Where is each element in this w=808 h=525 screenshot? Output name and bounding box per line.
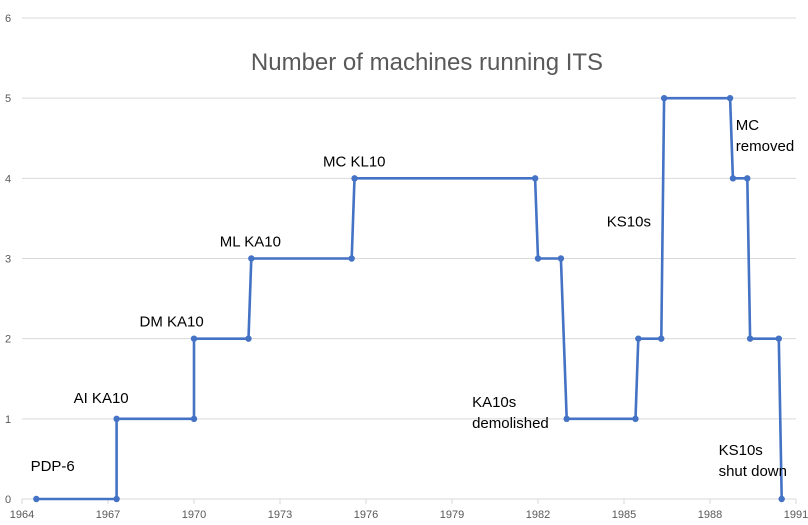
series-machines: [33, 94, 785, 503]
data-point: [632, 415, 639, 423]
y-tick-label: 4: [5, 173, 11, 185]
data-point: [190, 415, 198, 423]
data-point: [746, 335, 754, 342]
y-tick-label: 0: [5, 494, 11, 506]
x-tick-label: 1967: [96, 509, 120, 521]
y-axis: 0 1 2 3 4 5 6: [5, 13, 11, 506]
x-tick-label: 1964: [10, 509, 34, 521]
x-tick-label: 1979: [440, 509, 464, 521]
annotation-label: removed: [736, 138, 794, 155]
data-point: [729, 175, 737, 182]
data-point: [726, 94, 734, 102]
annotation-label: MC: [736, 117, 759, 134]
annotations: PDP-6 AI KA10 DM KA10 ML KA10 MC KL10 KA10s de…: [31, 117, 795, 480]
data-point: [744, 175, 751, 182]
annotation-label: ML KA10: [220, 233, 281, 250]
data-point: [348, 255, 355, 262]
data-point: [563, 415, 570, 423]
annotation-label: MC KL10: [323, 153, 386, 170]
series-line: [36, 96, 783, 501]
gridlines: [22, 17, 796, 500]
data-point: [351, 175, 358, 182]
data-point: [33, 495, 40, 503]
annotation-label: demolished: [472, 415, 549, 432]
data-point: [660, 94, 668, 102]
data-point: [775, 335, 782, 342]
annotation-label: KS10s: [607, 213, 651, 230]
annotation-label: AI KA10: [74, 390, 129, 407]
data-point: [190, 335, 198, 342]
y-tick-label: 6: [5, 13, 11, 25]
x-tick-label: 1970: [182, 509, 206, 521]
x-tick-label: 1982: [526, 509, 550, 521]
chart-title: Number of machines running ITS: [251, 49, 603, 76]
x-tick-label: 1985: [612, 509, 636, 521]
y-tick-label: 3: [5, 254, 11, 266]
data-point: [113, 495, 120, 503]
data-point: [248, 255, 255, 262]
data-point: [531, 175, 539, 182]
x-tick-label: 1988: [698, 509, 722, 521]
annotation-label: KS10s: [719, 442, 763, 459]
y-tick-label: 1: [5, 414, 11, 426]
y-tick-label: 2: [5, 334, 11, 346]
annotation-label: PDP-6: [31, 458, 75, 475]
data-point: [557, 255, 565, 262]
data-point: [113, 415, 120, 423]
data-point: [534, 255, 542, 262]
x-axis: 1964 1967 1970 1973 1976 1979 1982 1985 1988 1991: [10, 499, 808, 521]
data-point: [635, 335, 642, 342]
annotation-label: DM KA10: [140, 314, 204, 331]
y-tick-label: 5: [5, 93, 11, 105]
annotation-label: shut down: [719, 463, 787, 480]
x-tick-label: 1973: [268, 509, 292, 521]
annotation-label: KA10s: [472, 394, 516, 411]
x-tick-label: 1976: [354, 509, 378, 521]
data-point: [778, 495, 785, 503]
data-point: [245, 335, 252, 342]
data-point: [658, 335, 665, 342]
x-tick-label: 1991: [784, 509, 808, 521]
